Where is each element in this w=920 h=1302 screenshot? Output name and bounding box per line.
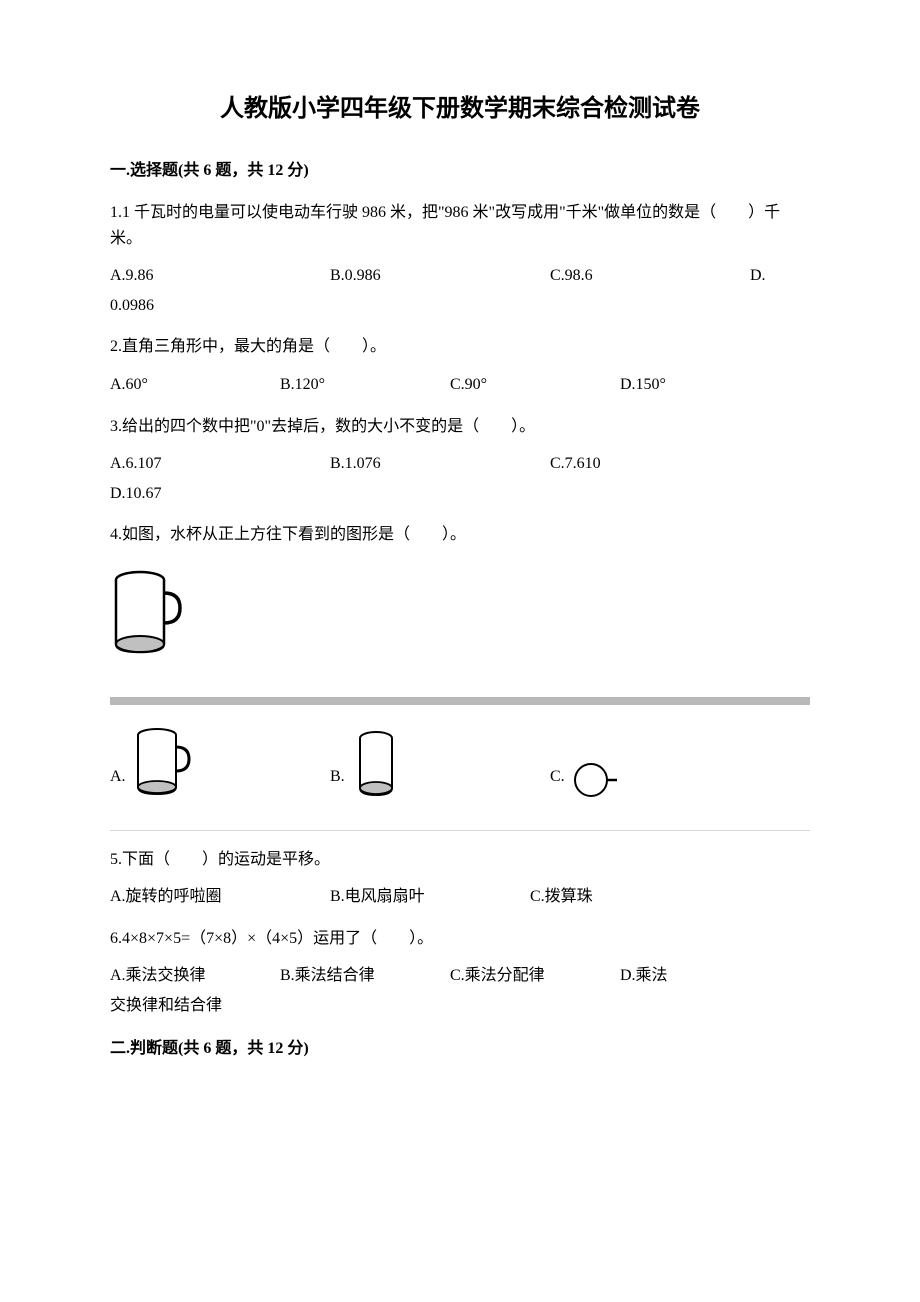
q2-option-a: A.60° <box>110 372 280 398</box>
question-1: 1.1 千瓦时的电量可以使电动车行驶 986 米，把"986 米"改写成用"千米… <box>110 200 810 318</box>
q4-option-b-label: B. <box>330 764 345 800</box>
q2-option-d: D.150° <box>620 372 810 398</box>
q4-option-c-label: C. <box>550 764 565 800</box>
question-5: 5.下面（ ）的运动是平移。 A.旋转的呼啦圈 B.电风扇扇叶 C.拨算珠 <box>110 847 810 910</box>
q2-option-c: C.90° <box>450 372 620 398</box>
q3-option-c: C.7.610 <box>550 451 750 477</box>
q3-option-b: B.1.076 <box>330 451 550 477</box>
q1-option-d-line2: 0.0986 <box>110 293 810 319</box>
q5-option-b: B.电风扇扇叶 <box>330 884 530 910</box>
question-4-text: 4.如图，水杯从正上方往下看到的图形是（ ）。 <box>110 522 810 548</box>
question-4: 4.如图，水杯从正上方往下看到的图形是（ ）。 A. B. <box>110 522 810 830</box>
q6-option-b: B.乘法结合律 <box>280 963 450 989</box>
question-6: 6.4×8×7×5=（7×8）×（4×5）运用了（ ）。 A.乘法交换律 B.乘… <box>110 926 810 1019</box>
q3-option-d: D.10.67 <box>110 481 810 507</box>
q5-option-a: A.旋转的呼啦圈 <box>110 884 330 910</box>
question-5-text: 5.下面（ ）的运动是平移。 <box>110 847 810 873</box>
thin-divider <box>110 830 810 831</box>
question-6-text: 6.4×8×7×5=（7×8）×（4×5）运用了（ ）。 <box>110 926 810 952</box>
q4-option-b: B. <box>330 728 550 800</box>
q6-option-d-line2: 交换律和结合律 <box>110 993 810 1019</box>
q1-option-b: B.0.986 <box>330 263 550 289</box>
question-2: 2.直角三角形中，最大的角是（ ）。 A.60° B.120° C.90° D.… <box>110 334 810 397</box>
divider-bar <box>110 697 810 705</box>
q6-option-c: C.乘法分配律 <box>450 963 620 989</box>
q5-option-c: C.拨算珠 <box>530 884 730 910</box>
q4-option-c: C. <box>550 755 810 800</box>
q1-option-c: C.98.6 <box>550 263 750 289</box>
section-2-header: 二.判断题(共 6 题，共 12 分) <box>110 1036 810 1062</box>
question-3: 3.给出的四个数中把"0"去掉后，数的大小不变的是（ ）。 A.6.107 B.… <box>110 414 810 507</box>
q2-option-b: B.120° <box>280 372 450 398</box>
q1-option-d: D. <box>750 263 810 289</box>
q4-option-a-label: A. <box>110 764 126 800</box>
q4-option-a: A. <box>110 725 330 800</box>
cup-main-image <box>110 568 810 667</box>
page-title: 人教版小学四年级下册数学期末综合检测试卷 <box>110 90 810 128</box>
section-1-header: 一.选择题(共 6 题，共 12 分) <box>110 158 810 184</box>
q6-option-d: D.乘法 <box>620 963 810 989</box>
q6-option-a: A.乘法交换律 <box>110 963 280 989</box>
question-3-text: 3.给出的四个数中把"0"去掉后，数的大小不变的是（ ）。 <box>110 414 810 440</box>
question-1-text: 1.1 千瓦时的电量可以使电动车行驶 986 米，把"986 米"改写成用"千米… <box>110 200 810 251</box>
question-2-text: 2.直角三角形中，最大的角是（ ）。 <box>110 334 810 360</box>
q3-option-a: A.6.107 <box>110 451 330 477</box>
q1-option-a: A.9.86 <box>110 263 330 289</box>
